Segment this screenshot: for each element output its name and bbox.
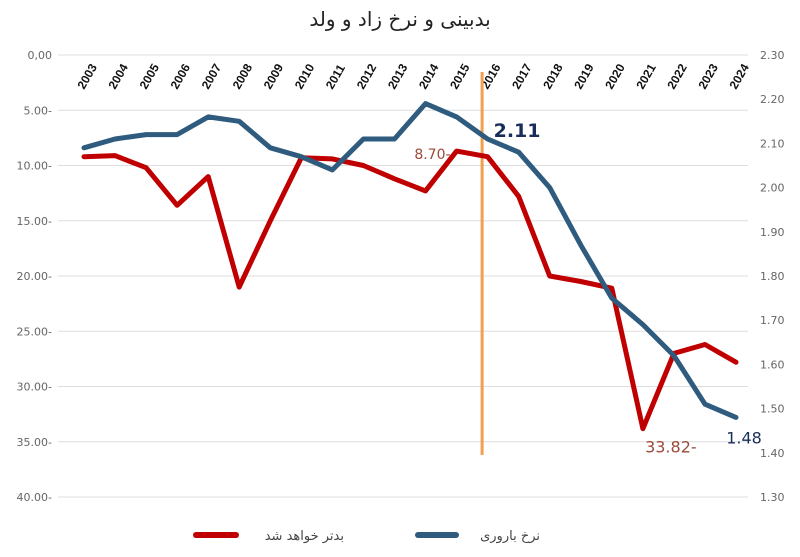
x-tick-label: 2005	[137, 61, 163, 91]
right-tick-label: 2.10	[760, 137, 785, 150]
x-tick-label: 2021	[633, 61, 659, 91]
annotations: 8.70- 2.11 33.82- 1.48	[414, 120, 761, 457]
x-tick-label: 2011	[323, 62, 348, 92]
left-tick-label: 35.00-	[17, 436, 52, 449]
left-tick-label: 5.00-	[24, 104, 52, 117]
left-tick-label: 20.00-	[17, 270, 52, 283]
series-line-0	[81, 148, 739, 432]
x-tick-label: 2017	[509, 61, 535, 91]
left-tick-label: 10.00-	[17, 160, 52, 173]
x-tick-label: 2013	[385, 61, 411, 91]
left-tick-label: 40.00-	[17, 491, 52, 504]
series-layer	[81, 101, 739, 432]
left-tick-label: 15.00-	[17, 215, 52, 228]
left-tick-label: 25.00-	[17, 325, 52, 338]
x-tick-label: 2024	[726, 61, 752, 91]
left-tick-label: 0,00	[28, 49, 53, 62]
grid	[58, 54, 748, 498]
right-tick-label: 2.20	[760, 93, 785, 106]
annotation-label: 1.48	[726, 428, 762, 447]
left-axis: 0,00 5.00- 10.00- 15.00- 20.00- 25.00- 30.00- 3…	[17, 49, 52, 504]
right-tick-label: 1.80	[760, 270, 785, 283]
right-axis: 2.30 2.20 2.10 2.00 1.90 1.80 1.70 1.60 1.50 1.40…	[760, 49, 785, 504]
right-tick-label: 1.70	[760, 314, 785, 327]
legend: بدتر خواهد شد نرخ باروری	[193, 529, 540, 544]
x-tick-label: 2015	[447, 61, 473, 91]
x-tick-label: 2020	[602, 61, 628, 91]
legend-label-0: بدتر خواهد شد	[265, 529, 344, 544]
right-tick-label: 1.90	[760, 226, 785, 239]
annotation-label: 33.82-	[645, 438, 697, 457]
x-tick-label: 2010	[292, 61, 318, 91]
right-tick-label: 2.30	[760, 49, 785, 62]
chart-title: بدبینی و نرخ زاد و ولد	[309, 7, 490, 31]
x-tick-label: 2018	[540, 61, 566, 91]
x-tick-label: 2003	[74, 61, 100, 91]
right-tick-label: 1.50	[760, 403, 785, 416]
x-tick-label: 2007	[199, 61, 225, 91]
legend-label-1: نرخ باروری	[480, 529, 540, 544]
x-tick-label: 2006	[168, 61, 194, 91]
x-tick-label: 2019	[571, 61, 597, 91]
annotation-label: 8.70-	[414, 147, 450, 163]
x-tick-label: 2023	[695, 61, 721, 91]
series-line-1	[81, 101, 739, 420]
right-tick-label: 1.60	[760, 358, 785, 371]
x-tick-label: 2004	[106, 61, 132, 91]
right-tick-label: 1.40	[760, 447, 785, 460]
right-tick-label: 1.30	[760, 491, 785, 504]
x-tick-label: 2008	[230, 61, 256, 91]
left-tick-label: 30.00-	[17, 381, 52, 394]
x-tick-label: 2014	[416, 61, 442, 91]
annotation-label: 2.11	[494, 120, 541, 142]
x-tick-label: 2012	[354, 61, 380, 91]
x-tick-label: 2022	[664, 61, 690, 91]
x-tick-label: 2009	[261, 61, 287, 91]
right-tick-label: 2.00	[760, 182, 785, 195]
x-axis: 2003 2004 2005 2006 2007 2008 2009 2010 2011 2012…	[74, 61, 752, 91]
